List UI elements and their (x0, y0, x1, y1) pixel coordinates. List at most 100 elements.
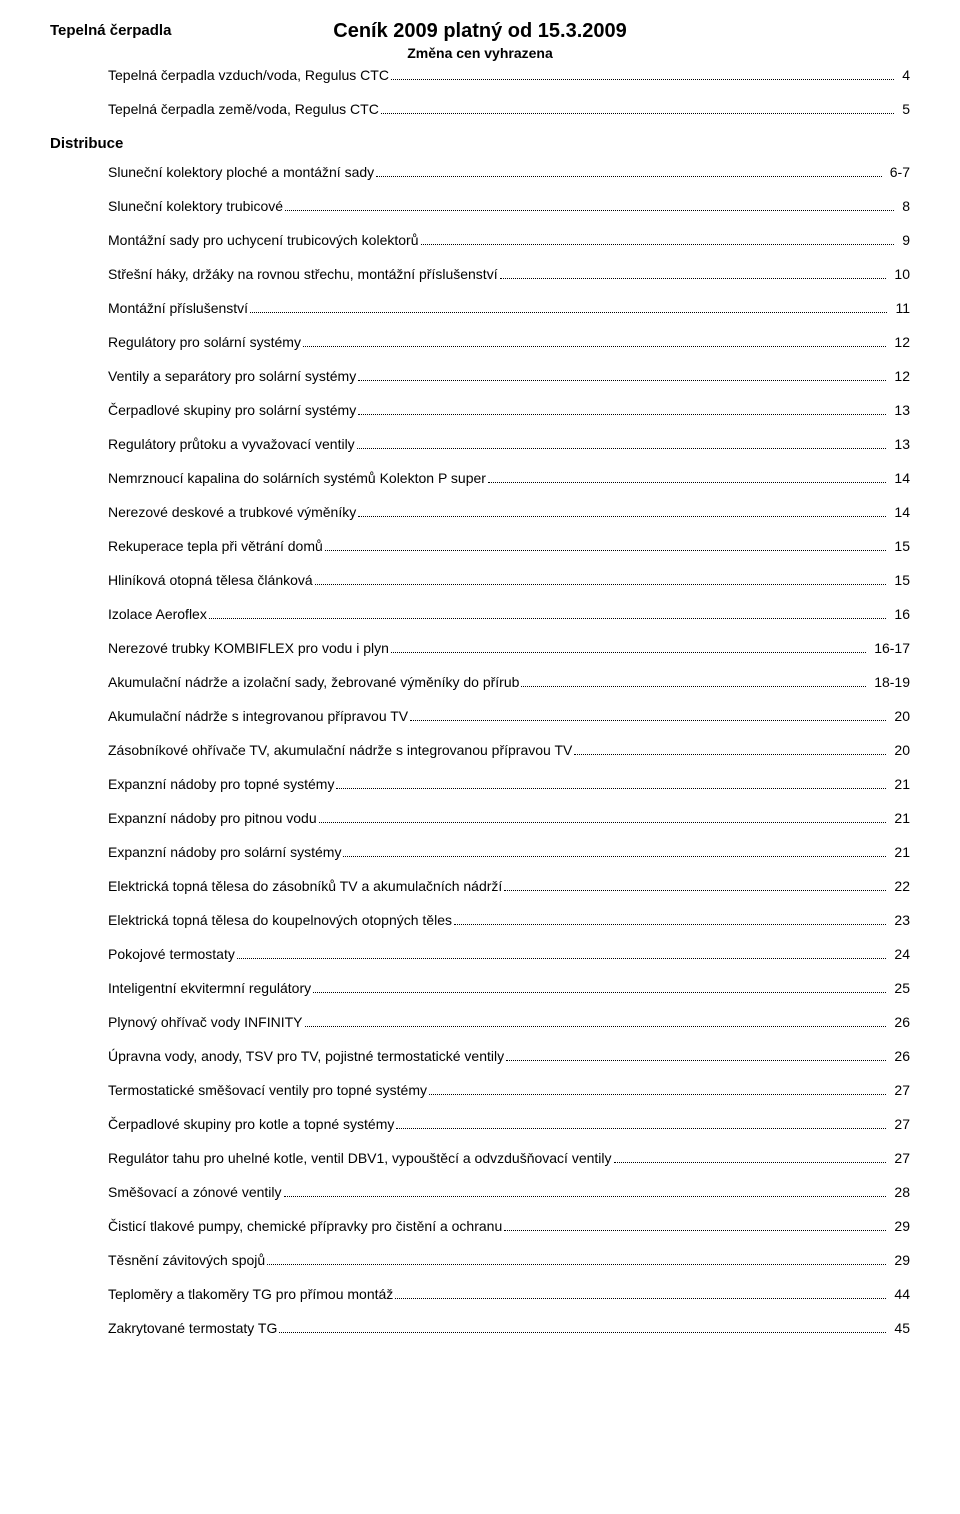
toc-dots (396, 1128, 886, 1129)
toc-item-page: 16-17 (870, 640, 910, 656)
toc-item-page: 21 (890, 844, 910, 860)
section-heading: Distribuce (50, 135, 910, 152)
toc-item: Úpravna vody, anody, TSV pro TV, pojistn… (50, 1048, 910, 1064)
toc-dots (209, 618, 887, 619)
toc-item-label: Těsnění závitových spojů (108, 1252, 265, 1268)
toc-item-label: Čisticí tlakové pumpy, chemické přípravk… (108, 1218, 502, 1234)
toc-item-page: 14 (890, 470, 910, 486)
toc-item-label: Čerpadlové skupiny pro kotle a topné sys… (108, 1116, 394, 1132)
toc-item: Inteligentní ekvitermní regulátory25 (50, 980, 910, 996)
toc-item: Hliníková otopná tělesa článková15 (50, 572, 910, 588)
toc-dots (336, 788, 886, 789)
toc-item-label: Regulátory pro solární systémy (108, 334, 301, 350)
toc-dots (319, 822, 887, 823)
toc-item-label: Zásobníkové ohřívače TV, akumulační nádr… (108, 742, 572, 758)
toc-item-label: Montážní sady pro uchycení trubicových k… (108, 232, 419, 248)
toc-item-page: 26 (890, 1014, 910, 1030)
toc-dots (521, 686, 866, 687)
toc-item: Expanzní nádoby pro topné systémy 21 (50, 776, 910, 792)
toc-item-label: Sluneční kolektory ploché a montážní sad… (108, 164, 374, 180)
toc-dots (504, 890, 886, 891)
toc-dots (391, 79, 894, 80)
toc-item: Nerezové trubky KOMBIFLEX pro vodu i ply… (50, 640, 910, 656)
toc-dots (250, 312, 887, 313)
toc-item-label: Nerezové deskové a trubkové výměníky (108, 504, 356, 520)
toc-dots (506, 1060, 886, 1061)
toc-dots (410, 720, 886, 721)
toc-item-label: Akumulační nádrže a izolační sady, žebro… (108, 674, 519, 690)
toc-item-page: 16 (890, 606, 910, 622)
toc-item: Teploměry a tlakoměry TG pro přímou mont… (50, 1286, 910, 1302)
toc-item: Elektrická topná tělesa do zásobníků TV … (50, 878, 910, 894)
toc-dots (343, 856, 886, 857)
toc-item-page: 5 (898, 101, 910, 117)
toc-item-page: 29 (890, 1218, 910, 1234)
toc-item-label: Nerezové trubky KOMBIFLEX pro vodu i ply… (108, 640, 389, 656)
toc-item-page: 22 (890, 878, 910, 894)
toc-item-label: Nemrznoucí kapalina do solárních systémů… (108, 470, 486, 486)
page-subtitle: Změna cen vyhrazena (210, 45, 750, 61)
toc-item: Expanzní nádoby pro solární systémy 21 (50, 844, 910, 860)
toc-item: Tepelná čerpadla země/voda, Regulus CTC 5 (50, 101, 910, 117)
toc-dots (391, 652, 866, 653)
toc-dots (285, 210, 894, 211)
toc-dots (421, 244, 895, 245)
toc-item: Regulátory průtoku a vyvažovací ventily 1… (50, 436, 910, 452)
toc-item-page: 12 (890, 334, 910, 350)
toc-item-label: Akumulační nádrže s integrovanou příprav… (108, 708, 408, 724)
toc-item-label: Elektrická topná tělesa do zásobníků TV … (108, 878, 502, 894)
toc-dots (325, 550, 887, 551)
toc-item-page: 45 (890, 1320, 910, 1336)
toc-item-label: Termostatické směšovací ventily pro topn… (108, 1082, 427, 1098)
toc-item: Expanzní nádoby pro pitnou vodu21 (50, 810, 910, 826)
toc-item-label: Montážní příslušenství (108, 300, 248, 316)
toc-item-page: 13 (890, 436, 910, 452)
toc-dots (267, 1264, 886, 1265)
toc-item-page: 15 (890, 538, 910, 554)
toc-item: Pokojové termostaty24 (50, 946, 910, 962)
toc-item-page: 13 (890, 402, 910, 418)
toc-item-label: Plynový ohřívač vody INFINITY (108, 1014, 303, 1030)
toc-item-page: 9 (898, 232, 910, 248)
toc-item-page: 25 (890, 980, 910, 996)
toc-item-page: 26 (890, 1048, 910, 1064)
toc-item: Čerpadlové skupiny pro kotle a topné sys… (50, 1116, 910, 1132)
toc-dots (614, 1162, 887, 1163)
toc-item: Akumulační nádrže a izolační sady, žebro… (50, 674, 910, 690)
toc-list: Sluneční kolektory ploché a montážní sad… (50, 164, 910, 1336)
toc-item-label: Regulátory průtoku a vyvažovací ventily (108, 436, 355, 452)
toc-item: Izolace Aeroflex 16 (50, 606, 910, 622)
toc-item-label: Tepelná čerpadla země/voda, Regulus CTC (108, 101, 379, 117)
toc-item: Regulátory pro solární systémy 12 (50, 334, 910, 350)
toc-dots (395, 1298, 886, 1299)
toc-item-page: 21 (890, 776, 910, 792)
toc-dots (574, 754, 886, 755)
toc-item-label: Hliníková otopná tělesa článková (108, 572, 313, 588)
toc-dots (305, 1026, 887, 1027)
toc-item: Čerpadlové skupiny pro solární systémy13 (50, 402, 910, 418)
toc-item-label: Expanzní nádoby pro solární systémy (108, 844, 341, 860)
toc-item-label: Izolace Aeroflex (108, 606, 207, 622)
toc-item-label: Expanzní nádoby pro topné systémy (108, 776, 334, 792)
toc-item: Nemrznoucí kapalina do solárních systémů… (50, 470, 910, 486)
toc-item-page: 27 (890, 1150, 910, 1166)
toc-item: Zásobníkové ohřívače TV, akumulační nádr… (50, 742, 910, 758)
toc-item: Sluneční kolektory trubicové8 (50, 198, 910, 214)
toc-item: Zakrytované termostaty TG45 (50, 1320, 910, 1336)
toc-item-page: 23 (890, 912, 910, 928)
toc-item-page: 20 (890, 708, 910, 724)
toc-item: Montážní sady pro uchycení trubicových k… (50, 232, 910, 248)
toc-item: Elektrická topná tělesa do koupelnových … (50, 912, 910, 928)
toc-dots (454, 924, 886, 925)
toc-dots (303, 346, 886, 347)
toc-dots (376, 176, 882, 177)
toc-item-label: Expanzní nádoby pro pitnou vodu (108, 810, 317, 826)
toc-item: Střešní háky, držáky na rovnou střechu, … (50, 266, 910, 282)
toc-item-label: Ventily a separátory pro solární systémy (108, 368, 356, 384)
toc-item: Regulátor tahu pro uhelné kotle, ventil … (50, 1150, 910, 1166)
toc-item-page: 4 (898, 67, 910, 83)
toc-item-label: Pokojové termostaty (108, 946, 235, 962)
toc-item-label: Regulátor tahu pro uhelné kotle, ventil … (108, 1150, 612, 1166)
toc-item: Montážní příslušenství11 (50, 300, 910, 316)
toc-item: Tepelná čerpadla vzduch/voda, Regulus CT… (50, 67, 910, 83)
